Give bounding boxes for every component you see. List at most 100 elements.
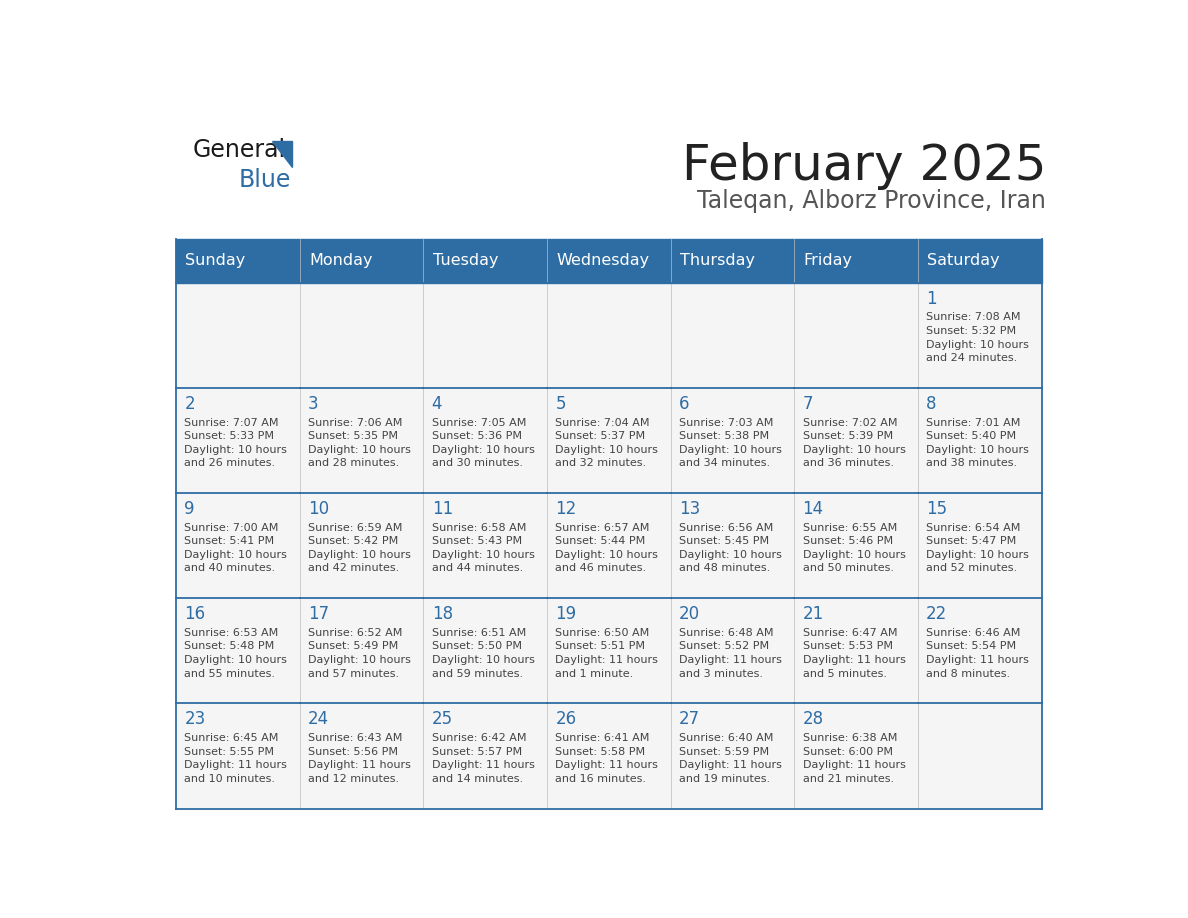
Text: 11: 11 <box>431 500 453 518</box>
Text: Sunrise: 7:06 AM
Sunset: 5:35 PM
Daylight: 10 hours
and 28 minutes.: Sunrise: 7:06 AM Sunset: 5:35 PM Dayligh… <box>308 418 411 468</box>
Polygon shape <box>299 493 423 599</box>
Text: Sunrise: 6:52 AM
Sunset: 5:49 PM
Daylight: 10 hours
and 57 minutes.: Sunrise: 6:52 AM Sunset: 5:49 PM Dayligh… <box>308 628 411 678</box>
Text: 5: 5 <box>555 395 565 413</box>
Text: 17: 17 <box>308 605 329 623</box>
Text: 6: 6 <box>680 395 689 413</box>
Text: Sunrise: 7:04 AM
Sunset: 5:37 PM
Daylight: 10 hours
and 32 minutes.: Sunrise: 7:04 AM Sunset: 5:37 PM Dayligh… <box>555 418 658 468</box>
Polygon shape <box>671 387 795 493</box>
Polygon shape <box>671 703 795 809</box>
Polygon shape <box>299 599 423 703</box>
Polygon shape <box>671 493 795 599</box>
Text: Sunrise: 7:03 AM
Sunset: 5:38 PM
Daylight: 10 hours
and 34 minutes.: Sunrise: 7:03 AM Sunset: 5:38 PM Dayligh… <box>680 418 782 468</box>
Text: Friday: Friday <box>803 253 853 268</box>
Polygon shape <box>423 703 546 809</box>
Text: Taleqan, Alborz Province, Iran: Taleqan, Alborz Province, Iran <box>697 189 1047 213</box>
Text: Sunrise: 6:48 AM
Sunset: 5:52 PM
Daylight: 11 hours
and 3 minutes.: Sunrise: 6:48 AM Sunset: 5:52 PM Dayligh… <box>680 628 782 678</box>
Polygon shape <box>423 599 546 703</box>
Text: Sunrise: 6:53 AM
Sunset: 5:48 PM
Daylight: 10 hours
and 55 minutes.: Sunrise: 6:53 AM Sunset: 5:48 PM Dayligh… <box>184 628 287 678</box>
Text: Sunrise: 6:41 AM
Sunset: 5:58 PM
Daylight: 11 hours
and 16 minutes.: Sunrise: 6:41 AM Sunset: 5:58 PM Dayligh… <box>555 733 658 784</box>
Text: Sunrise: 6:43 AM
Sunset: 5:56 PM
Daylight: 11 hours
and 12 minutes.: Sunrise: 6:43 AM Sunset: 5:56 PM Dayligh… <box>308 733 411 784</box>
Polygon shape <box>795 599 918 703</box>
Text: 4: 4 <box>431 395 442 413</box>
Polygon shape <box>546 239 671 283</box>
Text: Sunrise: 6:59 AM
Sunset: 5:42 PM
Daylight: 10 hours
and 42 minutes.: Sunrise: 6:59 AM Sunset: 5:42 PM Dayligh… <box>308 522 411 574</box>
Text: Sunrise: 6:57 AM
Sunset: 5:44 PM
Daylight: 10 hours
and 46 minutes.: Sunrise: 6:57 AM Sunset: 5:44 PM Dayligh… <box>555 522 658 574</box>
Text: Thursday: Thursday <box>680 253 754 268</box>
Text: 7: 7 <box>803 395 813 413</box>
Text: 25: 25 <box>431 711 453 728</box>
Text: 10: 10 <box>308 500 329 518</box>
Polygon shape <box>423 387 546 493</box>
Text: Blue: Blue <box>239 168 291 192</box>
Text: Sunrise: 7:00 AM
Sunset: 5:41 PM
Daylight: 10 hours
and 40 minutes.: Sunrise: 7:00 AM Sunset: 5:41 PM Dayligh… <box>184 522 287 574</box>
Text: 22: 22 <box>927 605 948 623</box>
Polygon shape <box>918 239 1042 283</box>
Text: Sunrise: 6:45 AM
Sunset: 5:55 PM
Daylight: 11 hours
and 10 minutes.: Sunrise: 6:45 AM Sunset: 5:55 PM Dayligh… <box>184 733 287 784</box>
Polygon shape <box>918 387 1042 493</box>
Text: General: General <box>192 139 286 162</box>
Polygon shape <box>299 239 423 283</box>
Polygon shape <box>918 703 1042 809</box>
Text: 20: 20 <box>680 605 700 623</box>
Polygon shape <box>671 599 795 703</box>
Text: 16: 16 <box>184 605 206 623</box>
Text: 1: 1 <box>927 290 937 308</box>
Text: Sunrise: 7:08 AM
Sunset: 5:32 PM
Daylight: 10 hours
and 24 minutes.: Sunrise: 7:08 AM Sunset: 5:32 PM Dayligh… <box>927 312 1029 364</box>
Polygon shape <box>299 283 423 387</box>
Polygon shape <box>546 493 671 599</box>
Text: 19: 19 <box>555 605 576 623</box>
Polygon shape <box>176 493 299 599</box>
Text: Sunrise: 6:42 AM
Sunset: 5:57 PM
Daylight: 11 hours
and 14 minutes.: Sunrise: 6:42 AM Sunset: 5:57 PM Dayligh… <box>431 733 535 784</box>
Text: Sunrise: 6:50 AM
Sunset: 5:51 PM
Daylight: 11 hours
and 1 minute.: Sunrise: 6:50 AM Sunset: 5:51 PM Dayligh… <box>555 628 658 678</box>
Text: 14: 14 <box>803 500 823 518</box>
Polygon shape <box>546 703 671 809</box>
Polygon shape <box>176 387 299 493</box>
Polygon shape <box>176 599 299 703</box>
Text: Sunrise: 6:38 AM
Sunset: 6:00 PM
Daylight: 11 hours
and 21 minutes.: Sunrise: 6:38 AM Sunset: 6:00 PM Dayligh… <box>803 733 905 784</box>
Text: 26: 26 <box>555 711 576 728</box>
Text: Wednesday: Wednesday <box>556 253 650 268</box>
Polygon shape <box>795 493 918 599</box>
Text: 28: 28 <box>803 711 823 728</box>
Text: Sunrise: 7:07 AM
Sunset: 5:33 PM
Daylight: 10 hours
and 26 minutes.: Sunrise: 7:07 AM Sunset: 5:33 PM Dayligh… <box>184 418 287 468</box>
Polygon shape <box>423 239 546 283</box>
Polygon shape <box>546 599 671 703</box>
Polygon shape <box>299 703 423 809</box>
Text: 8: 8 <box>927 395 936 413</box>
Text: 18: 18 <box>431 605 453 623</box>
Polygon shape <box>176 239 299 283</box>
Text: Sunrise: 6:46 AM
Sunset: 5:54 PM
Daylight: 11 hours
and 8 minutes.: Sunrise: 6:46 AM Sunset: 5:54 PM Dayligh… <box>927 628 1029 678</box>
Text: Sunday: Sunday <box>185 253 246 268</box>
Polygon shape <box>795 703 918 809</box>
Text: Tuesday: Tuesday <box>432 253 498 268</box>
Text: Monday: Monday <box>309 253 373 268</box>
Polygon shape <box>795 387 918 493</box>
Text: Sunrise: 7:05 AM
Sunset: 5:36 PM
Daylight: 10 hours
and 30 minutes.: Sunrise: 7:05 AM Sunset: 5:36 PM Dayligh… <box>431 418 535 468</box>
Polygon shape <box>546 283 671 387</box>
Text: Sunrise: 6:56 AM
Sunset: 5:45 PM
Daylight: 10 hours
and 48 minutes.: Sunrise: 6:56 AM Sunset: 5:45 PM Dayligh… <box>680 522 782 574</box>
Polygon shape <box>795 283 918 387</box>
Polygon shape <box>918 599 1042 703</box>
Text: 21: 21 <box>803 605 823 623</box>
Polygon shape <box>671 239 795 283</box>
Text: 24: 24 <box>308 711 329 728</box>
Text: 27: 27 <box>680 711 700 728</box>
Text: Sunrise: 6:47 AM
Sunset: 5:53 PM
Daylight: 11 hours
and 5 minutes.: Sunrise: 6:47 AM Sunset: 5:53 PM Dayligh… <box>803 628 905 678</box>
Text: Sunrise: 7:01 AM
Sunset: 5:40 PM
Daylight: 10 hours
and 38 minutes.: Sunrise: 7:01 AM Sunset: 5:40 PM Dayligh… <box>927 418 1029 468</box>
Text: Sunrise: 6:58 AM
Sunset: 5:43 PM
Daylight: 10 hours
and 44 minutes.: Sunrise: 6:58 AM Sunset: 5:43 PM Dayligh… <box>431 522 535 574</box>
Polygon shape <box>176 703 299 809</box>
Text: 3: 3 <box>308 395 318 413</box>
Polygon shape <box>546 387 671 493</box>
Polygon shape <box>272 140 292 167</box>
Polygon shape <box>299 387 423 493</box>
Text: Sunrise: 6:51 AM
Sunset: 5:50 PM
Daylight: 10 hours
and 59 minutes.: Sunrise: 6:51 AM Sunset: 5:50 PM Dayligh… <box>431 628 535 678</box>
Text: February 2025: February 2025 <box>682 142 1047 190</box>
Text: 2: 2 <box>184 395 195 413</box>
Text: 12: 12 <box>555 500 576 518</box>
Polygon shape <box>423 283 546 387</box>
Text: 15: 15 <box>927 500 947 518</box>
Polygon shape <box>918 283 1042 387</box>
Text: 9: 9 <box>184 500 195 518</box>
Text: 13: 13 <box>680 500 700 518</box>
Text: Saturday: Saturday <box>927 253 1000 268</box>
